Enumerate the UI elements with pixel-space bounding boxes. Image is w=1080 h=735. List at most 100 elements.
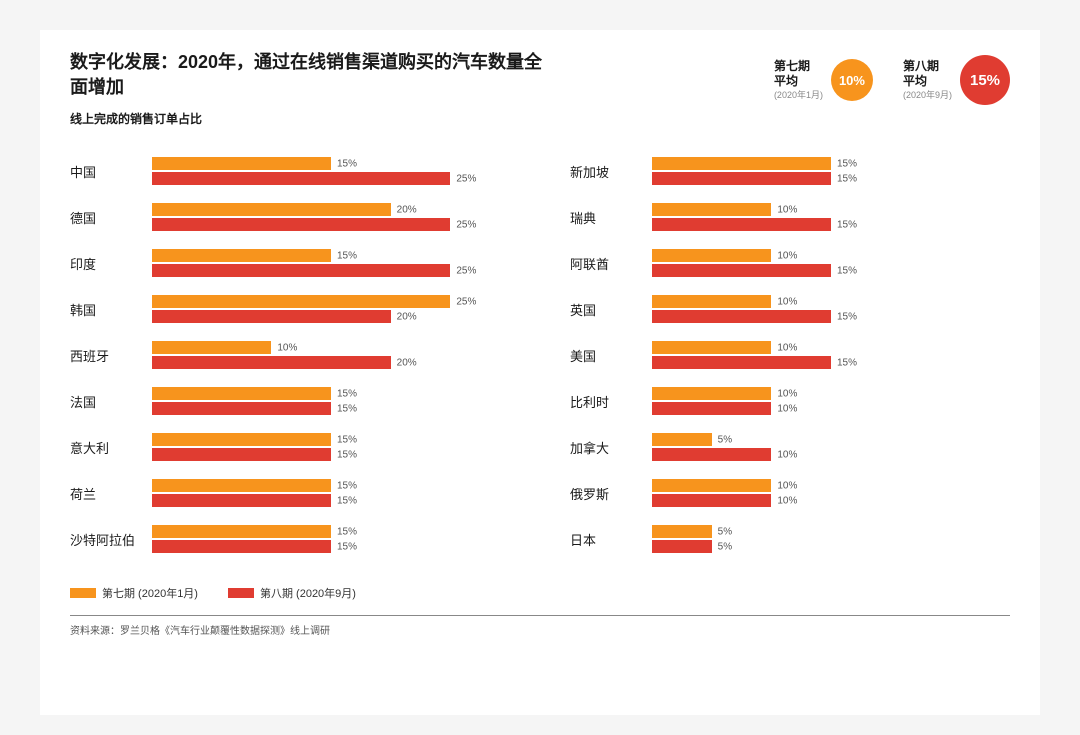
- country-row: 美国10%15%: [570, 341, 1010, 369]
- bar-series-2: 25%: [152, 264, 450, 277]
- country-row: 意大利15%15%: [70, 433, 510, 461]
- bar-series-2-wrap: 15%: [652, 264, 1010, 277]
- country-label: 意大利: [70, 438, 152, 457]
- country-label: 德国: [70, 208, 152, 227]
- bar-value-label: 10%: [777, 480, 797, 491]
- bar-value-label: 10%: [777, 388, 797, 399]
- country-label: 瑞典: [570, 208, 652, 227]
- country-label: 沙特阿拉伯: [70, 530, 152, 549]
- country-label: 英国: [570, 300, 652, 319]
- bar-series-2: 15%: [152, 402, 331, 415]
- bar-series-2-wrap: 25%: [152, 218, 510, 231]
- bar-group: 5% 5%: [652, 525, 1010, 553]
- bar-series-1-wrap: 5%: [652, 525, 1010, 538]
- country-row: 英国10%15%: [570, 295, 1010, 323]
- title-block: 数字化发展：2020年，通过在线销售渠道购买的汽车数量全面增加 线上完成的销售订…: [70, 50, 550, 127]
- bar-group: 10%15%: [652, 203, 1010, 231]
- bar-series-1-wrap: 10%: [652, 249, 1010, 262]
- bar-series-2: 15%: [652, 172, 831, 185]
- bar-series-2-wrap: 15%: [652, 310, 1010, 323]
- chart-subtitle: 线上完成的销售订单占比: [70, 110, 550, 127]
- bar-value-label: 15%: [337, 158, 357, 169]
- bar-series-2: 10%: [652, 494, 771, 507]
- bar-group: 10%15%: [652, 295, 1010, 323]
- bar-series-2: 25%: [152, 172, 450, 185]
- bar-value-label: 15%: [337, 250, 357, 261]
- bar-group: 10% 15%: [652, 249, 1010, 277]
- bar-group: 15% 15%: [152, 525, 510, 553]
- bar-value-label: 10%: [777, 449, 797, 460]
- bar-series-1: 15%: [152, 433, 331, 446]
- bar-series-2: 20%: [152, 310, 391, 323]
- bar-series-2: 15%: [652, 264, 831, 277]
- country-row: 俄罗斯10%10%: [570, 479, 1010, 507]
- chart-column: 新加坡15%15%瑞典10%15%阿联酋10%15%英国10%15%美国10%1…: [570, 157, 1010, 553]
- bar-series-1-wrap: 25%: [152, 295, 510, 308]
- bar-value-label: 10%: [777, 250, 797, 261]
- country-label: 俄罗斯: [570, 484, 652, 503]
- bar-series-1: 10%: [652, 249, 771, 262]
- bar-series-1-wrap: 15%: [152, 157, 510, 170]
- bar-value-label: 25%: [456, 219, 476, 230]
- bar-series-2: 15%: [152, 540, 331, 553]
- chart-column: 中国15%25%德国20%25%印度15%25%韩国25%20%西班牙10%20…: [70, 157, 510, 553]
- bar-series-1: 5%: [652, 525, 712, 538]
- bar-value-label: 10%: [277, 342, 297, 353]
- bar-value-label: 15%: [337, 403, 357, 414]
- country-row: 阿联酋10%15%: [570, 249, 1010, 277]
- legend: 第七期 (2020年1月)第八期 (2020年9月): [70, 585, 1010, 601]
- bar-series-1: 10%: [652, 341, 771, 354]
- chart-card: 数字化发展：2020年，通过在线销售渠道购买的汽车数量全面增加 线上完成的销售订…: [40, 30, 1040, 715]
- bar-value-label: 10%: [777, 495, 797, 506]
- bar-group: 10% 15%: [652, 341, 1010, 369]
- bar-series-2-wrap: 15%: [152, 494, 510, 507]
- country-row: 印度15%25%: [70, 249, 510, 277]
- bar-series-2: 5%: [652, 540, 712, 553]
- bar-group: 20%25%: [152, 203, 510, 231]
- bar-value-label: 15%: [337, 541, 357, 552]
- bar-value-label: 15%: [837, 357, 857, 368]
- bar-series-2-wrap: 25%: [152, 264, 510, 277]
- bar-series-2: 15%: [652, 218, 831, 231]
- bar-value-label: 5%: [718, 526, 732, 537]
- country-row: 德国20%25%: [70, 203, 510, 231]
- country-row: 日本5%5%: [570, 525, 1010, 553]
- country-row: 新加坡15%15%: [570, 157, 1010, 185]
- country-label: 阿联酋: [570, 254, 652, 273]
- bar-series-2-wrap: 10%: [652, 448, 1010, 461]
- bar-series-2-wrap: 15%: [652, 218, 1010, 231]
- bar-series-1-wrap: 15%: [152, 525, 510, 538]
- bar-group: 15% 15%: [152, 387, 510, 415]
- bar-group: 10% 10%: [652, 479, 1010, 507]
- bar-value-label: 15%: [337, 526, 357, 537]
- bar-group: 25%20%: [152, 295, 510, 323]
- bar-series-1-wrap: 10%: [652, 479, 1010, 492]
- country-label: 韩国: [70, 300, 152, 319]
- bar-group: 10%20%: [152, 341, 510, 369]
- bar-series-2-wrap: 15%: [152, 540, 510, 553]
- country-row: 沙特阿拉伯15%15%: [70, 525, 510, 553]
- bar-value-label: 15%: [337, 388, 357, 399]
- bar-series-1-wrap: 15%: [152, 249, 510, 262]
- country-row: 法国15%15%: [70, 387, 510, 415]
- bar-series-2-wrap: 25%: [152, 172, 510, 185]
- bar-series-2-wrap: 20%: [152, 310, 510, 323]
- country-label: 法国: [70, 392, 152, 411]
- bar-value-label: 15%: [337, 495, 357, 506]
- bar-value-label: 5%: [718, 541, 732, 552]
- charts-area: 中国15%25%德国20%25%印度15%25%韩国25%20%西班牙10%20…: [70, 157, 1010, 553]
- bar-series-1: 15%: [652, 157, 831, 170]
- bar-group: 15%15%: [652, 157, 1010, 185]
- averages-block: 第七期平均(2020年1月)10%第八期平均(2020年9月)15%: [774, 55, 1010, 105]
- bar-series-1: 10%: [652, 479, 771, 492]
- bar-series-1-wrap: 15%: [152, 479, 510, 492]
- bar-value-label: 15%: [337, 449, 357, 460]
- bar-value-label: 15%: [337, 434, 357, 445]
- bar-series-1: 5%: [652, 433, 712, 446]
- bar-series-2: 15%: [652, 310, 831, 323]
- average-circle: 10%: [831, 59, 873, 101]
- bar-group: 15%25%: [152, 249, 510, 277]
- country-row: 西班牙10%20%: [70, 341, 510, 369]
- legend-label: 第七期 (2020年1月): [102, 585, 198, 601]
- bar-series-1: 25%: [152, 295, 450, 308]
